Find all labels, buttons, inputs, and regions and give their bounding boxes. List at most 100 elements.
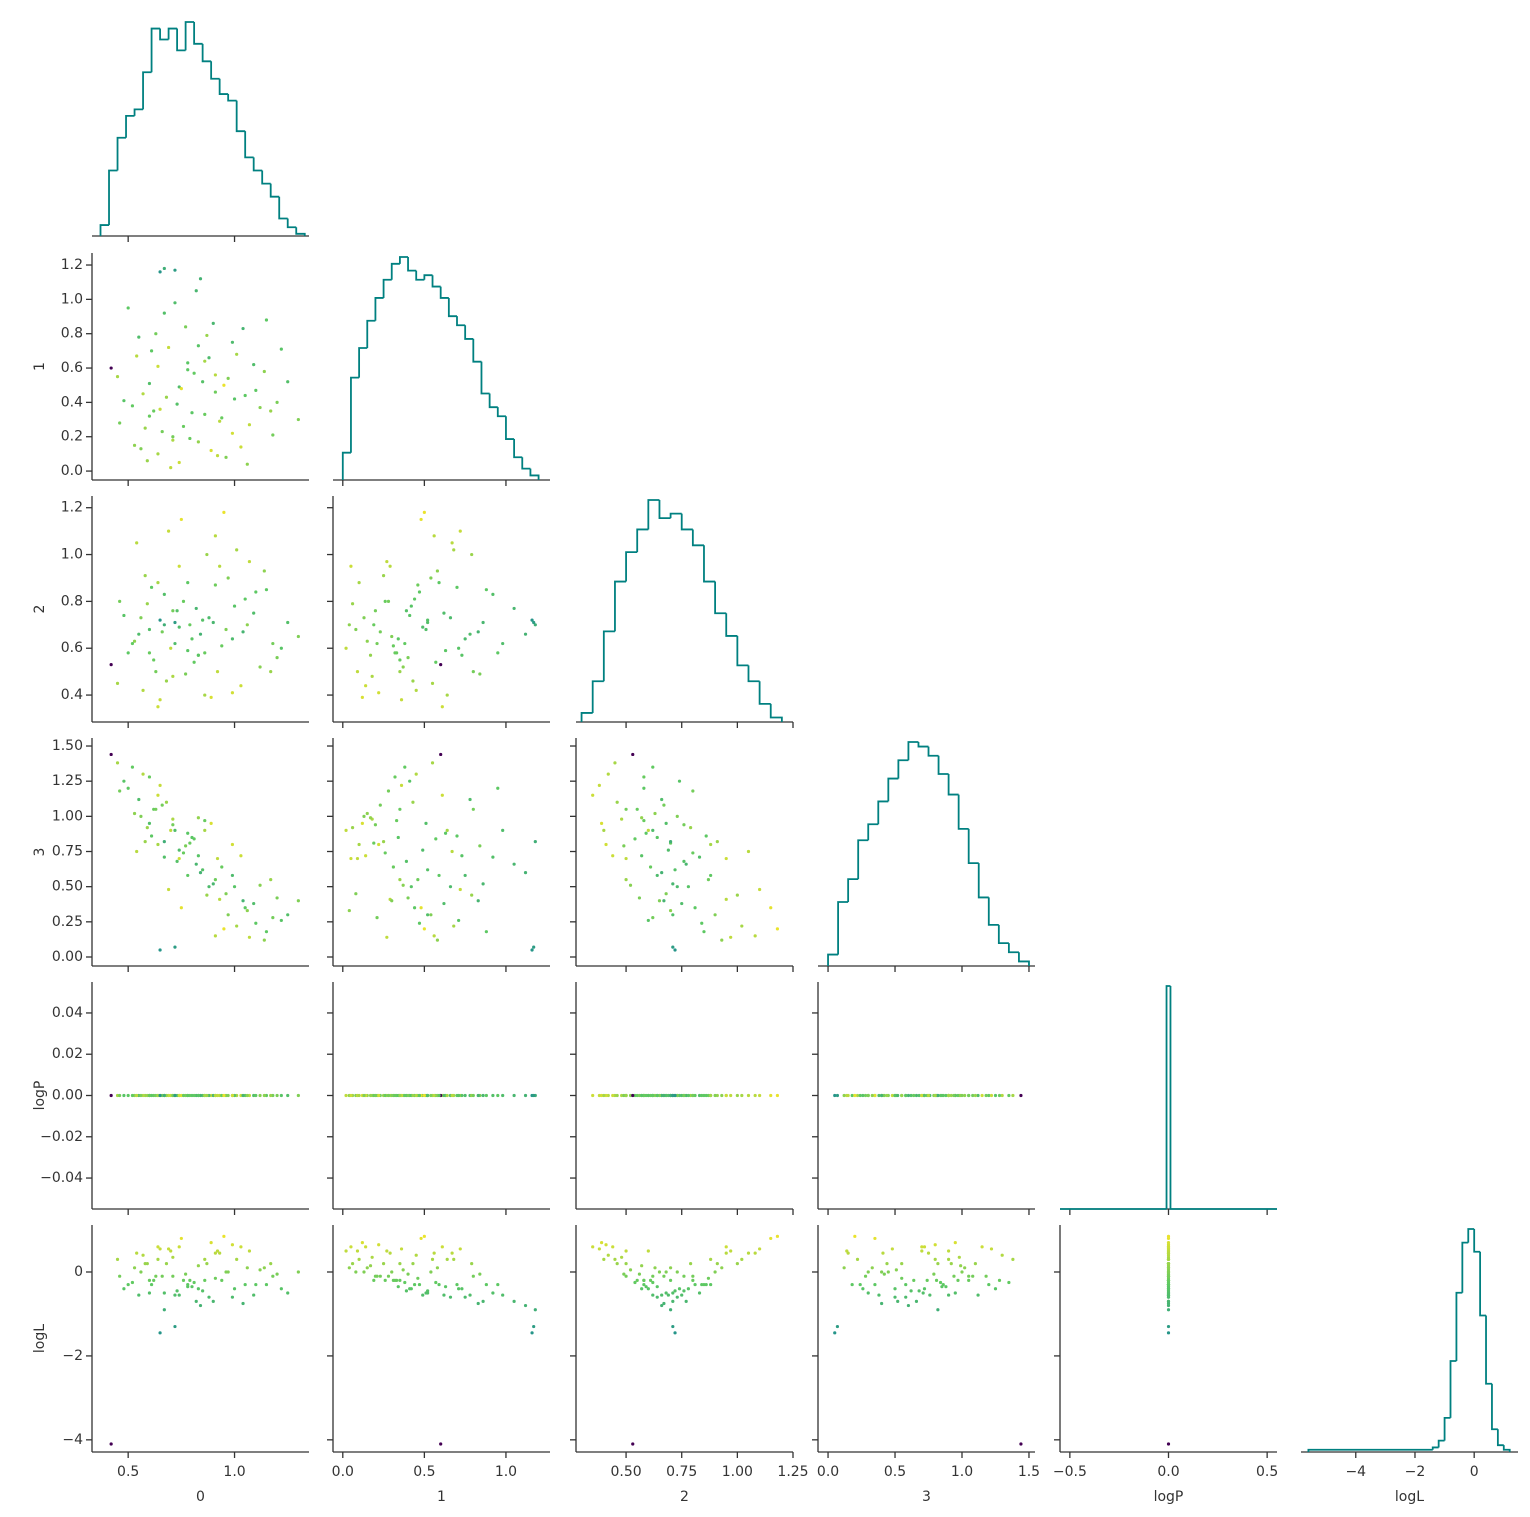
hist-bin bbox=[488, 393, 498, 409]
hist-bin bbox=[415, 270, 425, 281]
scatter-point bbox=[457, 646, 461, 650]
scatter-point bbox=[424, 821, 428, 825]
scatter-point bbox=[422, 1234, 426, 1238]
scatter-point bbox=[296, 417, 300, 422]
x-tick-label: 0.0 bbox=[817, 1464, 839, 1480]
scatter-point bbox=[181, 1278, 186, 1282]
scatter-point bbox=[118, 1274, 122, 1278]
scatter-point bbox=[190, 1093, 194, 1098]
scatter-point bbox=[917, 1289, 921, 1293]
scatter-point bbox=[651, 1274, 655, 1278]
scatter-point bbox=[147, 1093, 152, 1098]
scatter-point bbox=[362, 1270, 366, 1274]
scatter-point bbox=[126, 1093, 130, 1098]
scatter-point bbox=[406, 896, 410, 900]
scatter-point bbox=[160, 429, 164, 434]
scatter-point bbox=[620, 817, 624, 821]
scatter-point bbox=[987, 1282, 991, 1287]
scatter-point bbox=[360, 695, 364, 700]
scatter-point bbox=[109, 1093, 113, 1098]
scatter-point bbox=[631, 1442, 635, 1446]
scatter-point bbox=[412, 906, 417, 910]
scatter-point bbox=[611, 1093, 615, 1098]
scatter-point bbox=[132, 811, 137, 816]
scatter-point bbox=[671, 1324, 675, 1329]
panel: 0.5 1.0 0 −4 −2 0 logL bbox=[32, 1225, 309, 1505]
scatter-point bbox=[164, 800, 169, 804]
scatter-point bbox=[648, 1093, 653, 1098]
scatter-point bbox=[419, 517, 423, 522]
scatter-point bbox=[385, 1249, 389, 1253]
hist-bin bbox=[431, 275, 441, 288]
scatter-point bbox=[399, 698, 404, 702]
scatter-point bbox=[450, 1251, 454, 1255]
scatter-point bbox=[247, 559, 252, 564]
scatter-point bbox=[160, 803, 164, 807]
scatter-point bbox=[882, 1093, 886, 1098]
hist-bin bbox=[496, 407, 506, 418]
scatter-point bbox=[729, 1249, 733, 1253]
scatter-point bbox=[139, 814, 143, 818]
scatter-point bbox=[173, 268, 177, 272]
hist-bin bbox=[725, 613, 738, 637]
hist-bin bbox=[1502, 1445, 1511, 1452]
scatter-point bbox=[987, 1093, 991, 1098]
scatter-point bbox=[655, 1093, 659, 1098]
scatter-point bbox=[215, 454, 220, 458]
scatter-point bbox=[412, 1282, 417, 1287]
scatter-point bbox=[877, 1093, 881, 1098]
scatter-point bbox=[481, 1093, 485, 1098]
hist-bin bbox=[987, 897, 999, 926]
scatter-point bbox=[245, 462, 249, 466]
scatter-point bbox=[211, 882, 215, 886]
scatter-point bbox=[115, 761, 120, 765]
y-tick-label: −4 bbox=[62, 1432, 83, 1448]
scatter-point bbox=[141, 688, 145, 692]
scatter-point bbox=[457, 1093, 461, 1098]
scatter-point bbox=[372, 841, 376, 845]
scatter-point bbox=[269, 1262, 273, 1266]
scatter-point bbox=[417, 921, 422, 925]
scatter-point bbox=[673, 1289, 677, 1293]
scatter-point bbox=[209, 695, 213, 700]
scatter-point bbox=[406, 1093, 410, 1098]
scatter-point bbox=[203, 818, 207, 823]
hist-bin bbox=[350, 376, 360, 453]
scatter-point bbox=[697, 1291, 702, 1295]
scatter-point bbox=[350, 825, 355, 830]
scatter-point bbox=[682, 823, 686, 827]
scatter-point bbox=[147, 651, 152, 655]
scatter-point bbox=[686, 885, 690, 889]
scatter-point bbox=[458, 887, 462, 892]
scatter-point bbox=[186, 831, 190, 835]
scatter-point bbox=[675, 1270, 679, 1274]
scatter-point bbox=[430, 761, 435, 765]
scatter-point bbox=[478, 672, 482, 676]
scatter-point bbox=[971, 1093, 975, 1098]
scatter-point bbox=[606, 1093, 610, 1098]
hist-bin bbox=[133, 108, 144, 116]
scatter-point bbox=[484, 1093, 488, 1098]
scatter-point bbox=[218, 564, 222, 568]
scatter-point bbox=[207, 616, 211, 620]
scatter-point bbox=[646, 1093, 650, 1098]
scatter-point bbox=[194, 1299, 198, 1303]
scatter-point bbox=[909, 1289, 913, 1293]
scatter-point bbox=[675, 885, 679, 889]
scatter-point bbox=[457, 1287, 461, 1291]
scatter-point bbox=[642, 818, 646, 823]
scatter-point bbox=[271, 433, 275, 437]
scatter-point bbox=[243, 393, 247, 398]
scatter-point bbox=[429, 1270, 433, 1274]
hist-bin bbox=[244, 131, 254, 159]
scatter-point bbox=[697, 1093, 702, 1098]
x-axis-label: logL bbox=[1395, 1489, 1424, 1505]
y-axis-label: 1 bbox=[32, 362, 48, 371]
scatter-point bbox=[463, 1093, 467, 1098]
hist-bin bbox=[1467, 1228, 1475, 1243]
scatter-point bbox=[135, 354, 139, 358]
scatter-point bbox=[866, 1291, 870, 1295]
scatter-point bbox=[360, 821, 364, 825]
scatter-point bbox=[940, 1285, 944, 1289]
scatter-point bbox=[530, 948, 534, 952]
